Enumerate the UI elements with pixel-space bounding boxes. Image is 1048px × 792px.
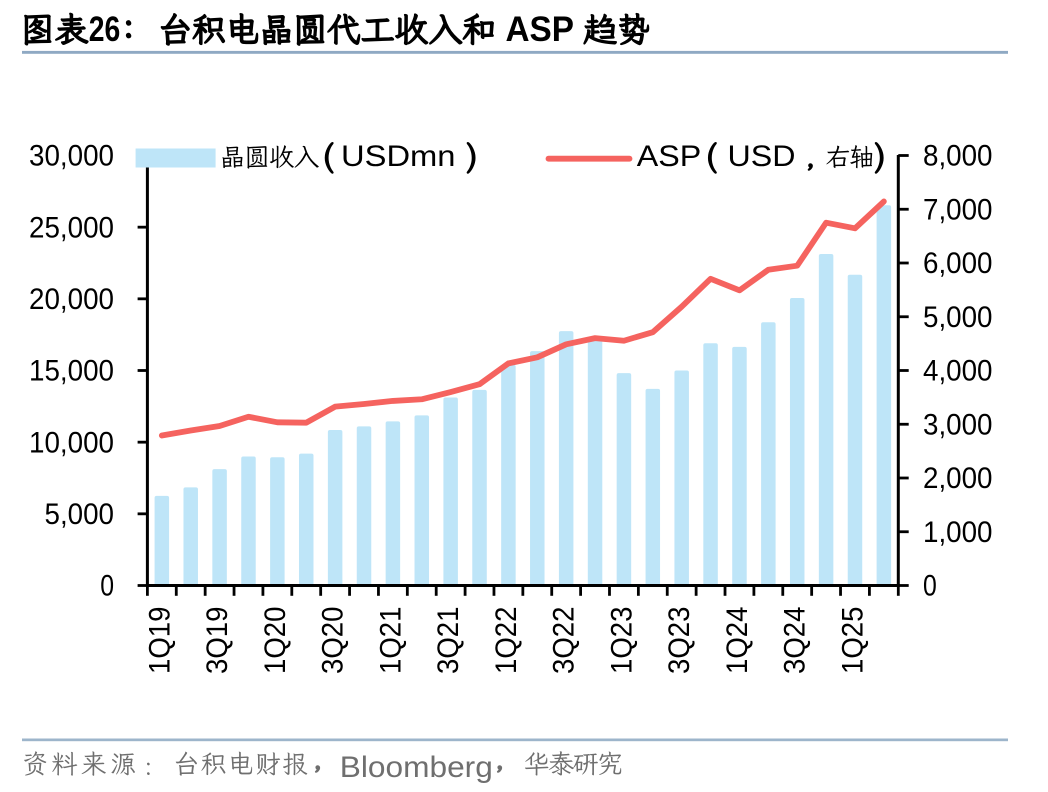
svg-text:25,000: 25,000 <box>29 211 114 244</box>
svg-text:3Q19: 3Q19 <box>201 607 234 675</box>
svg-text:USD: USD <box>728 140 796 173</box>
svg-text:Bloomberg: Bloomberg <box>340 751 493 784</box>
svg-text:USDmn: USDmn <box>341 140 456 173</box>
svg-text:0: 0 <box>100 570 114 603</box>
svg-text:3Q23: 3Q23 <box>663 607 696 675</box>
svg-text:3Q20: 3Q20 <box>317 607 350 675</box>
svg-text:ASP: ASP <box>637 140 702 173</box>
svg-text:26: 26 <box>89 10 121 49</box>
svg-text:3,000: 3,000 <box>923 408 993 441</box>
svg-text:4,000: 4,000 <box>923 355 993 388</box>
svg-text:3Q24: 3Q24 <box>779 607 812 675</box>
svg-text:1Q21: 1Q21 <box>374 607 407 675</box>
svg-text:1,000: 1,000 <box>923 516 993 549</box>
svg-text:5,000: 5,000 <box>45 498 115 531</box>
svg-text:1Q25: 1Q25 <box>836 607 869 675</box>
svg-text:20,000: 20,000 <box>29 283 114 316</box>
svg-text:7,000: 7,000 <box>923 193 993 226</box>
svg-text:5,000: 5,000 <box>923 301 993 334</box>
svg-text:15,000: 15,000 <box>29 355 114 388</box>
svg-text:8,000: 8,000 <box>923 140 993 173</box>
svg-text:3Q22: 3Q22 <box>548 607 581 675</box>
svg-text:1Q22: 1Q22 <box>490 607 523 675</box>
svg-text:10,000: 10,000 <box>29 426 114 459</box>
svg-text:0: 0 <box>923 570 937 603</box>
svg-text:30,000: 30,000 <box>29 140 114 173</box>
svg-text:1Q19: 1Q19 <box>143 607 176 675</box>
svg-text:3Q21: 3Q21 <box>432 607 465 675</box>
svg-text:2,000: 2,000 <box>923 462 993 495</box>
svg-text:1Q23: 1Q23 <box>605 607 638 675</box>
svg-text:1Q24: 1Q24 <box>721 607 754 675</box>
svg-text:6,000: 6,000 <box>923 247 993 280</box>
svg-text:ASP: ASP <box>506 10 575 49</box>
svg-text:1Q20: 1Q20 <box>259 607 292 675</box>
